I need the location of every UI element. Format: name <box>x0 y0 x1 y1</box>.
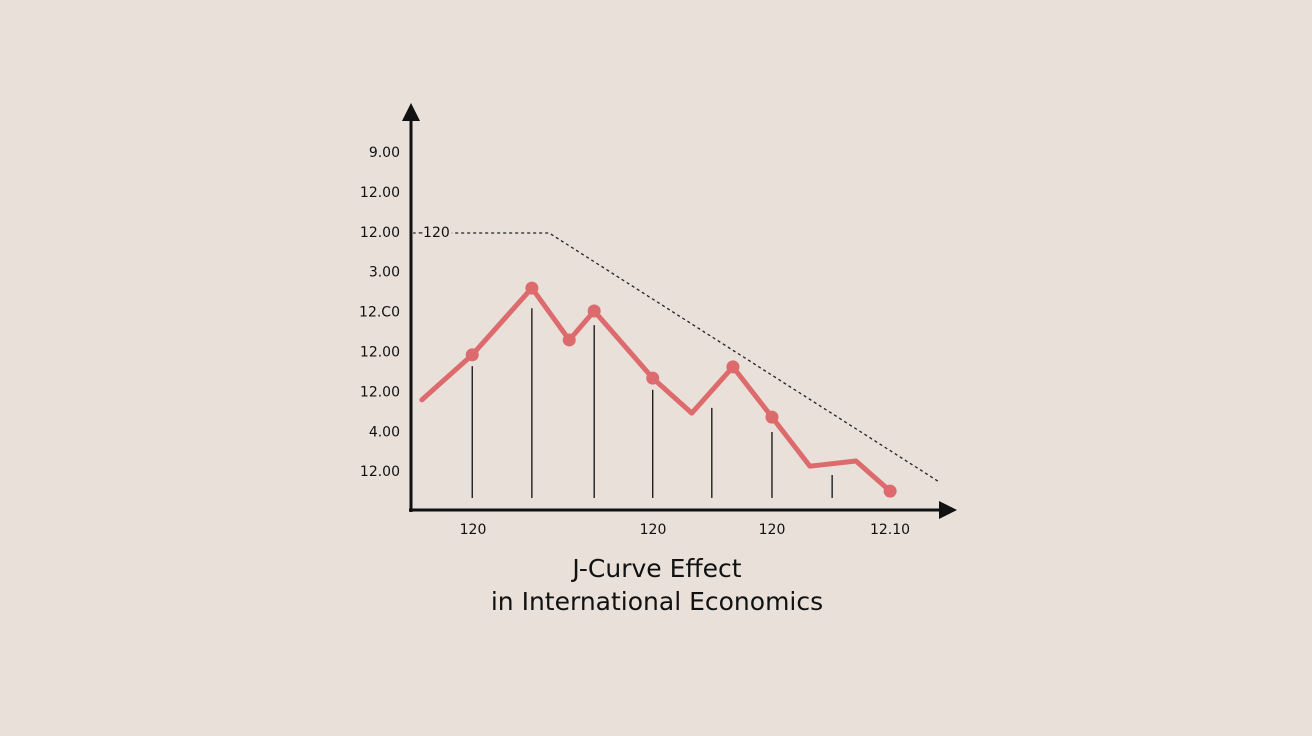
data-line <box>419 285 893 494</box>
dashed-line <box>413 232 939 482</box>
data-point <box>765 410 779 424</box>
chart-title: in International Economics <box>491 587 823 616</box>
data-point <box>587 304 601 318</box>
y-tick-label: 12.00 <box>360 345 400 361</box>
x-tick-label: 120 <box>640 522 667 538</box>
data-point <box>525 281 539 295</box>
y-tick-label: 12.C0 <box>359 305 400 321</box>
data-point <box>726 360 740 374</box>
y-tick-label: 9.00 <box>369 145 400 161</box>
y-tick-label: 12.00 <box>360 185 400 201</box>
y-tick-label: 4.00 <box>369 424 400 440</box>
data-point <box>883 484 897 498</box>
data-point <box>562 333 576 347</box>
y-tick-label: 12.00 <box>360 225 400 241</box>
annotation: -120 <box>418 225 450 241</box>
x-tick-label: 120 <box>759 522 786 538</box>
x-tick-label: 120 <box>460 522 487 538</box>
y-tick-label: 12.00 <box>360 384 400 400</box>
y-tick-label: 3.00 <box>369 265 400 281</box>
chart-title: J-Curve Effect <box>570 554 741 583</box>
data-point <box>465 348 479 362</box>
y-tick-label: 12.00 <box>360 464 400 480</box>
x-tick-label: 12.10 <box>870 522 910 538</box>
data-point <box>646 371 660 385</box>
